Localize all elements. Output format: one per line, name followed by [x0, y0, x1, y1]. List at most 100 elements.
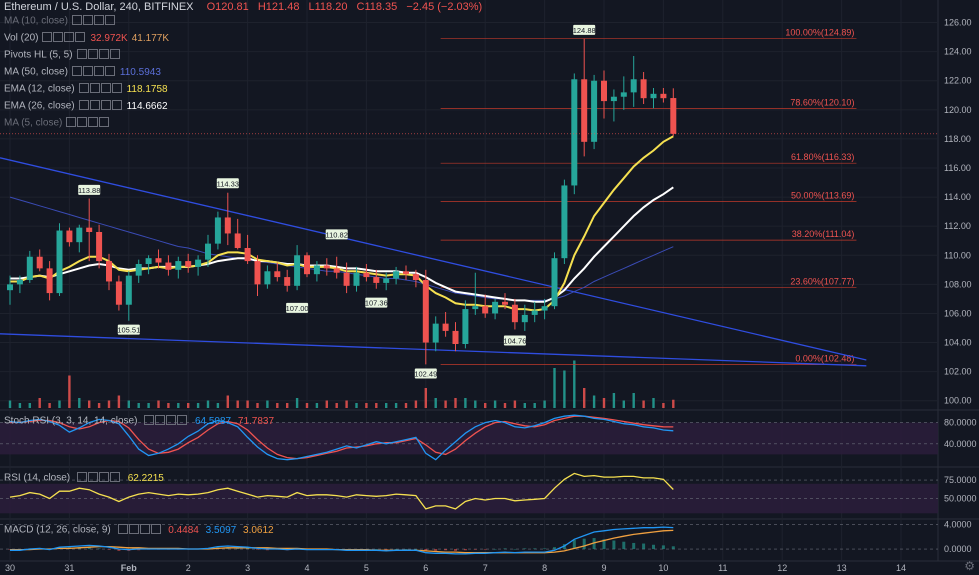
symbol-title[interactable]: Ethereum / U.S. Dollar, 240, BITFINEX — [4, 1, 194, 13]
legend-value: 41.177K — [131, 32, 169, 44]
volume-bar — [414, 400, 418, 408]
legend-row[interactable]: EMA (26, close) 114.6662 — [4, 99, 168, 114]
legend-row[interactable]: Vol (20) 32.972K 41.177K — [4, 31, 169, 46]
rsi-legend[interactable]: RSI (14, close) 62.2215 — [4, 471, 164, 486]
fib-level-label: 50.00%(113.69) — [791, 191, 854, 201]
ohlc-close: C118.35 — [356, 1, 398, 13]
candle-body — [343, 272, 350, 286]
candle-body — [195, 259, 202, 267]
x-tick-label: 11 — [718, 563, 727, 573]
volume-bar — [295, 398, 299, 408]
x-tick-label: 2 — [186, 563, 191, 573]
volume-bar — [385, 403, 388, 408]
macd-histogram-bar — [622, 541, 626, 550]
stoch-rsi-legend[interactable]: Stoch RSI (3, 3, 14, 14, close) 64.5087 … — [4, 414, 274, 429]
macd-histogram-bar — [463, 549, 467, 551]
candle-body — [561, 185, 568, 259]
macd-hist-value: 0.4484 — [168, 524, 199, 536]
candle-body — [313, 265, 320, 275]
legend-row[interactable]: MA (50, close) 110.5943 — [4, 65, 161, 80]
candle-body — [363, 272, 370, 278]
stoch-rsi-name: Stoch RSI (3, 3, 14, 14, close) — [4, 415, 138, 427]
volume-bar — [256, 403, 259, 408]
volume-bar — [18, 403, 22, 408]
volume-bar — [404, 403, 408, 408]
volume-bar — [592, 395, 596, 408]
x-tick-label: 14 — [896, 563, 906, 573]
legend-buttons[interactable] — [66, 116, 110, 130]
macd-legend[interactable]: MACD (12, 26, close, 9) 0.4484 3.5097 3.… — [4, 523, 274, 538]
volume-bar — [8, 400, 12, 408]
candle-body — [610, 96, 617, 102]
y-tick-label: 116.00 — [944, 163, 971, 173]
candle-body — [224, 217, 231, 234]
stoch-rsi-buttons[interactable] — [144, 414, 188, 428]
volume-bar — [97, 403, 101, 408]
volume-bar — [513, 400, 517, 408]
macd-signal-value: 3.0612 — [243, 524, 274, 536]
volume-bar — [157, 400, 160, 408]
candle-body — [155, 258, 162, 263]
stoch-d-line — [9, 415, 674, 460]
legend-buttons[interactable] — [76, 48, 121, 62]
pivot-label: 113.88 — [78, 186, 100, 195]
pivot-label-box — [365, 297, 388, 308]
candle-body — [412, 274, 419, 280]
candle-body — [264, 271, 271, 285]
legend-row[interactable]: MA (10, close) — [4, 14, 116, 29]
legend-buttons[interactable] — [42, 31, 86, 45]
candle-body — [323, 265, 330, 269]
pivot-label-box — [286, 302, 309, 313]
legend-buttons[interactable] — [71, 65, 116, 79]
legend-buttons[interactable] — [78, 82, 123, 96]
legend-buttons[interactable] — [78, 99, 123, 113]
volume-bar — [652, 398, 655, 408]
volume-bar — [375, 403, 378, 408]
macd-histogram-bar — [543, 548, 547, 550]
candle-body — [541, 306, 548, 311]
volume-bar — [474, 400, 477, 408]
legend-row[interactable]: Pivots HL (5, 5) — [4, 48, 121, 63]
volume-bar — [602, 398, 606, 408]
volume-bar — [484, 403, 487, 408]
legend-row[interactable]: EMA (12, close) 118.1758 — [4, 82, 168, 97]
macd-histogram-bar — [246, 548, 250, 550]
x-tick-label: 10 — [658, 563, 668, 573]
candle-body — [333, 268, 340, 273]
legend-buttons[interactable] — [71, 14, 116, 28]
volume-bar — [117, 395, 121, 408]
x-tick-label: 9 — [601, 563, 606, 573]
macd-histogram-bar — [97, 548, 101, 550]
ma50-line — [9, 196, 674, 301]
candle-body — [205, 243, 211, 260]
macd-histogram-bar — [523, 548, 527, 550]
stoch-k-value: 64.5087 — [194, 415, 232, 427]
candle-body — [244, 248, 251, 262]
macd-histogram-bar — [483, 549, 487, 550]
y-tick-label: 112.00 — [944, 221, 971, 231]
macd-histogram-bar — [117, 549, 121, 551]
volume-bar — [48, 403, 51, 408]
y-tick-label: 126.00 — [944, 18, 972, 28]
settings-gear-icon[interactable]: ⚙ — [964, 559, 975, 573]
macd-histogram-bar — [424, 549, 428, 551]
candle-body — [26, 256, 33, 280]
volume-bar — [573, 360, 576, 408]
volume-bar — [365, 403, 368, 408]
volume-bar — [543, 400, 546, 408]
volume-bar — [226, 395, 229, 408]
x-tick-label: 3 — [245, 563, 250, 573]
volume-bar — [345, 400, 348, 408]
legend-row[interactable]: MA (5, close) — [4, 116, 110, 131]
candle-body — [403, 271, 409, 275]
volume-bar — [325, 400, 328, 408]
candle-body — [46, 268, 53, 294]
ohlc-change: −2.45 (−2.03%) — [406, 1, 483, 13]
legend-name: Vol (20) — [4, 32, 39, 44]
macd-histogram-bar — [582, 538, 586, 550]
macd-buttons[interactable] — [117, 523, 162, 537]
rsi-buttons[interactable] — [76, 471, 121, 485]
candle-body — [531, 310, 538, 315]
volume-bar — [523, 403, 526, 408]
